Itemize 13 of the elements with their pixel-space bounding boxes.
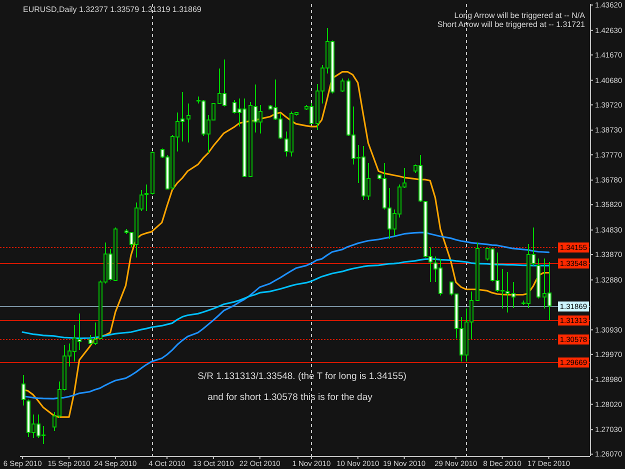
annotation: S/R 1.131313/1.33548. (the T for long is 1.34155) <box>198 371 406 382</box>
candlestick <box>186 102 190 143</box>
candlestick <box>150 151 154 195</box>
chart-title: EURUSD,Daily 1.32377 1.33579 1.31319 1.31869 <box>23 5 202 14</box>
candlestick <box>536 258 540 300</box>
candlestick <box>476 242 480 302</box>
annotation: and for short 1.30578 this is for the day <box>208 392 373 403</box>
candlestick <box>340 78 344 92</box>
candlestick <box>512 282 516 309</box>
candlestick <box>22 374 26 406</box>
annotation: Long Arrow will be triggered at -- N/A <box>454 11 586 20</box>
annotation: Short Arrow will be triggered at -- 1.31721 <box>437 20 586 29</box>
line-series <box>22 258 550 340</box>
